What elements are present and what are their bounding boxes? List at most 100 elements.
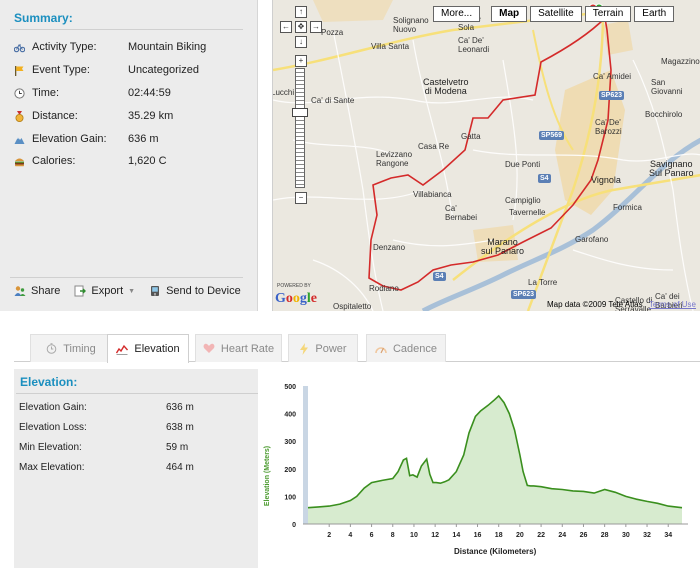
- map-label: Formica: [613, 203, 642, 212]
- chart-x-axis-title: Distance (Kilometers): [454, 547, 537, 556]
- map-label: Villabianca: [413, 190, 452, 199]
- elevation-panel: Elevation: Elevation Gain: 636 m Elevati…: [14, 369, 258, 568]
- more-button[interactable]: More...: [433, 6, 481, 22]
- summary-label: Distance:: [32, 110, 78, 122]
- divider: [16, 393, 258, 394]
- tab-heart-rate[interactable]: Heart Rate: [195, 334, 282, 362]
- chart-x-tick-label: 34: [664, 532, 672, 539]
- send-device-icon: [151, 286, 160, 296]
- map-label: Tavernelle: [509, 208, 546, 217]
- zoom-slider-handle[interactable]: [292, 108, 308, 117]
- tab-cadence[interactable]: Cadence: [366, 334, 446, 362]
- zoom-slider-track[interactable]: [295, 68, 305, 188]
- send-to-device-label: Send to Device: [166, 285, 241, 297]
- map-label: Ca' di Sante: [311, 96, 355, 105]
- map-label: Ca' Bernabei: [445, 204, 478, 222]
- elevation-chart: 0 100 200 300 400 500 2 4 6 8 10 12 14 16 18 20 22 24 26 28…: [258, 369, 700, 568]
- map-type-buttons: More... Map Satellite Terrain Earth: [433, 6, 675, 22]
- lightning-icon: [300, 342, 309, 355]
- elevation-label: Elevation Gain:: [19, 402, 87, 413]
- road-shield: S4: [433, 272, 446, 281]
- map-label: Castello di Serravalle: [615, 296, 653, 311]
- chart-x-tick-label: 2: [327, 532, 331, 539]
- summary-label: Activity Type:: [32, 41, 97, 53]
- chart-x-tick-label: 22: [537, 532, 545, 539]
- summary-title: Summary:: [14, 11, 73, 25]
- map-terrain: [273, 0, 700, 311]
- chart-x-tick-label: 10: [410, 532, 418, 539]
- tab-label: Power: [315, 342, 347, 355]
- map-label: Lucchi: [272, 88, 295, 97]
- chevron-down-icon: ▼: [128, 287, 136, 295]
- summary-label: Elevation Gain:: [32, 133, 107, 145]
- tab-bar: Timing Elevation Heart Rate Power Cadenc…: [14, 334, 700, 363]
- chart-y-tick-label: 400: [284, 412, 296, 419]
- map-label: Bocchirolo: [645, 110, 683, 119]
- elevation-row-gain: Elevation Gain: 636 m: [19, 402, 194, 413]
- map-type-map-button[interactable]: Map: [491, 6, 528, 22]
- chart-x-tick-label: 18: [495, 532, 503, 539]
- road-shield: SP623: [599, 91, 625, 100]
- elevation-row-min: Min Elevation: 59 m: [19, 442, 188, 453]
- map-label: Villa Santa: [371, 42, 410, 51]
- powered-by-label: POWERED BY: [277, 283, 311, 289]
- heart-icon: [203, 343, 215, 353]
- chart-x-tick-label: 28: [601, 532, 609, 539]
- summary-row-time: Time: 02:44:59: [14, 85, 244, 101]
- summary-value: Uncategorized: [128, 64, 199, 76]
- elevation-value: 59 m: [166, 442, 189, 453]
- road-shield: SP569: [539, 131, 565, 140]
- pan-right-icon[interactable]: →: [310, 21, 322, 33]
- export-button[interactable]: Export ▼: [74, 285, 135, 297]
- divider: [10, 29, 243, 30]
- pan-center-icon[interactable]: ✥: [295, 21, 307, 33]
- elevation-row-max: Max Elevation: 464 m: [19, 462, 194, 473]
- chart-x-tick-label: 16: [474, 532, 482, 539]
- map-label: Ca' dei Barbieri: [655, 292, 683, 310]
- summary-row-activity-type: Activity Type: Mountain Biking: [14, 39, 244, 55]
- elevation-value: 638 m: [166, 422, 194, 433]
- share-button[interactable]: Share: [14, 285, 60, 297]
- summary-value: 636 m: [128, 133, 159, 145]
- map-label: Vignola: [591, 175, 621, 185]
- road-shield: S4: [538, 174, 551, 183]
- chart-x-tick-label: 24: [558, 532, 566, 539]
- summary-value: 02:44:59: [128, 87, 171, 99]
- tab-timing[interactable]: Timing: [30, 334, 112, 362]
- chart-y-tick-label: 200: [284, 467, 296, 474]
- map-type-satellite-button[interactable]: Satellite: [530, 6, 582, 22]
- bicycle-icon: [14, 42, 25, 53]
- stopwatch-icon: [46, 343, 57, 354]
- chart-x-tick-label: 14: [452, 532, 460, 539]
- map-pan-control: ↑ ← ✥ → ↓: [280, 6, 324, 50]
- map-label: San Giovanni: [651, 78, 683, 96]
- map-type-earth-button[interactable]: Earth: [634, 6, 675, 22]
- share-icon: [14, 286, 26, 296]
- pan-down-icon[interactable]: ↓: [295, 36, 307, 48]
- zoom-in-icon[interactable]: +: [295, 55, 307, 67]
- summary-panel: Summary: Activity Type: Mountain Biking …: [0, 0, 258, 311]
- tab-power[interactable]: Power: [288, 334, 358, 362]
- zoom-out-icon[interactable]: −: [295, 192, 307, 204]
- send-to-device-button[interactable]: Send to Device: [149, 285, 241, 297]
- flag-icon: [14, 65, 25, 76]
- elevation-title: Elevation:: [20, 375, 78, 389]
- map-label: Ospitaletto: [333, 302, 372, 311]
- terms-of-use-link[interactable]: Terms of Use: [648, 300, 696, 309]
- elevation-label: Max Elevation:: [19, 462, 85, 473]
- chart-x-tick-label: 4: [348, 532, 352, 539]
- elevation-label: Min Elevation:: [19, 442, 82, 453]
- map-type-terrain-button[interactable]: Terrain: [584, 6, 632, 22]
- pan-up-icon[interactable]: ↑: [295, 6, 307, 18]
- map-label: Castelvetro di Modena: [423, 77, 469, 96]
- chart-y-tick-label: 100: [284, 494, 296, 501]
- pan-left-icon[interactable]: ←: [280, 21, 292, 33]
- chart-y-axis-title-wrap: Elevation (Meters): [262, 423, 274, 533]
- map-label: Marano sul Panaro: [481, 237, 525, 256]
- elevation-value: 636 m: [166, 402, 194, 413]
- map-label: Levizzano Rangone: [376, 150, 413, 168]
- tab-elevation[interactable]: Elevation: [107, 334, 189, 363]
- summary-label: Calories:: [32, 155, 76, 167]
